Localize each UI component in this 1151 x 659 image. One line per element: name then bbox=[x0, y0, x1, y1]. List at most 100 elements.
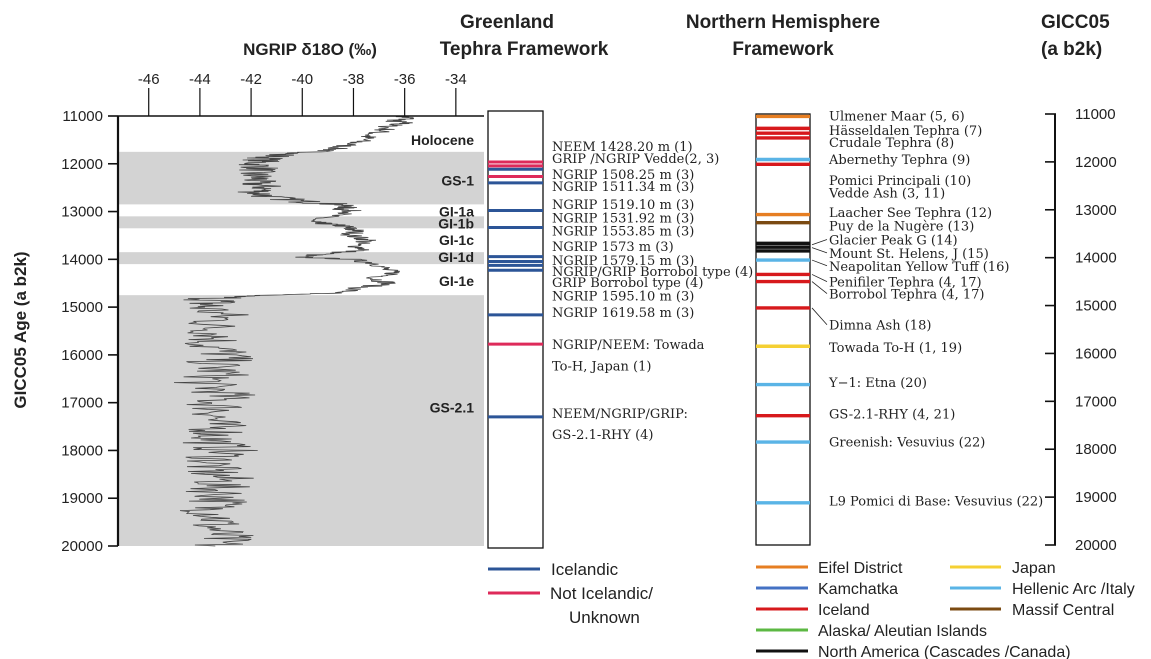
interval-label: GS-2.1 bbox=[430, 399, 475, 415]
eifel-legend-label: Eifel District bbox=[818, 560, 903, 577]
ngrip-axes: -46 -44 -42 -40 -38 -36 -34 11000 12000 13000 1400… bbox=[61, 71, 484, 555]
kamchatka-legend-label: Kamchatka bbox=[818, 581, 898, 598]
interval-label: GI-1d bbox=[438, 249, 474, 265]
y-tick-label: 14000 bbox=[61, 251, 103, 268]
gicc-header-line1: GICC05 bbox=[1041, 12, 1110, 33]
northern-tephra-label: Towada To-H (1, 19) bbox=[829, 341, 962, 356]
northern-tephra-label: L9 Pomici di Base: Vesuvius (22) bbox=[829, 494, 1043, 509]
greenland-tephra-label: NGRIP 1553.85 m (3) bbox=[552, 224, 694, 239]
interval-label: GI-1c bbox=[439, 232, 474, 248]
gicc-tick-label: 20000 bbox=[1075, 537, 1117, 554]
interval-label: GI-1b bbox=[438, 216, 474, 232]
greenland-legend: Icelandic Not Icelandic/Unknown bbox=[488, 560, 653, 627]
interval-band bbox=[118, 252, 484, 265]
label-pointer bbox=[811, 239, 828, 246]
y-axis-label: GICC05 Age (a b2k) bbox=[11, 251, 30, 408]
chart-title: NGRIP δ18O (‰) bbox=[243, 40, 377, 59]
label-pointer bbox=[811, 247, 828, 254]
x-tick-label: -34 bbox=[445, 71, 467, 88]
northern-framework: Northern Hemisphere Framework Ulmener Ma… bbox=[686, 12, 1135, 659]
ngrip-d18o-line bbox=[173, 115, 415, 547]
y-tick-label: 13000 bbox=[61, 204, 103, 221]
y-tick-label: 15000 bbox=[61, 299, 103, 316]
greenland-header-line2: Tephra Framework bbox=[440, 39, 609, 60]
x-tick-label: -38 bbox=[343, 71, 365, 88]
massif-legend-label: Massif Central bbox=[1012, 602, 1114, 619]
iceland-legend-label: Iceland bbox=[818, 602, 870, 619]
northern-tephra-label: Hässeldalen Tephra (7) bbox=[829, 124, 982, 139]
y-tick-label: 11000 bbox=[62, 108, 103, 125]
x-tick-label: -36 bbox=[394, 71, 416, 88]
greenland-tephra-label: NGRIP/GRIP Borrobol type (4) bbox=[552, 265, 753, 280]
gicc-tick-label: 17000 bbox=[1075, 393, 1117, 410]
northern-tephra-label: Penifiler Tephra (4, 17) bbox=[829, 276, 982, 291]
label-pointer bbox=[811, 281, 828, 294]
greenland-header-line1: Greenland bbox=[460, 12, 554, 33]
northern-header-line2: Framework bbox=[732, 39, 834, 60]
ngrip-panel: NGRIP δ18O (‰) HoloceneGS-1GI-1aGI-1bGI-… bbox=[11, 40, 484, 555]
greenland-tephra-label: GRIP Borrobol type (4) bbox=[552, 276, 703, 291]
x-tick-label: -40 bbox=[291, 71, 313, 88]
label-pointer bbox=[811, 259, 828, 267]
icelandic-legend-label: Icelandic bbox=[551, 560, 619, 579]
greenland-tephra-label: NEEM 1428.20 m (1) bbox=[552, 140, 693, 155]
y-tick-label: 12000 bbox=[61, 156, 103, 173]
interval-label: GI-1a bbox=[439, 204, 474, 220]
x-tick-label: -46 bbox=[138, 71, 160, 88]
greenland-tephra-label: NGRIP 1573 m (3) bbox=[552, 240, 674, 255]
y-tick-label: 16000 bbox=[61, 347, 103, 364]
northern-legend: Eifel District Kamchatka Iceland Alaska/ Al… bbox=[756, 560, 1135, 659]
northern-tephra-label: Borrobol Tephra (4, 17) bbox=[829, 288, 984, 303]
northern-layers bbox=[756, 114, 810, 505]
greenland-tephra-label: GRIP /NGRIP Vedde(2, 3) bbox=[552, 152, 719, 167]
gicc-tick-label: 13000 bbox=[1075, 202, 1117, 219]
japan-legend-label: Japan bbox=[1012, 560, 1056, 577]
alaska-legend-label: Alaska/ Aleutian Islands bbox=[818, 623, 987, 640]
y-tick-label: 19000 bbox=[61, 490, 103, 507]
greenland-tephra-label: NGRIP 1508.25 m (3) bbox=[552, 168, 694, 183]
northern-tephra-label: Mount St. Helens, J (15) bbox=[829, 247, 989, 262]
greenland-framework: Greenland Tephra Framework NEEM 1428.20 … bbox=[440, 12, 754, 627]
not_icelandic-legend-label: Unknown bbox=[569, 608, 640, 627]
gicc-tick-label: 14000 bbox=[1075, 250, 1117, 267]
interval-label: GI-1e bbox=[439, 273, 474, 289]
interval-band bbox=[118, 151, 484, 205]
x-tick-label: -44 bbox=[189, 71, 211, 88]
y-tick-label: 20000 bbox=[61, 538, 103, 555]
label-pointer bbox=[811, 274, 828, 282]
greenland-tephra-label: To-H, Japan (1) bbox=[552, 359, 651, 374]
label-pointer bbox=[811, 307, 828, 325]
northern-tephra-label: Neapolitan Yellow Tuff (16) bbox=[829, 260, 1009, 275]
northern-column bbox=[755, 113, 811, 546]
northern-tephra-label: Glacier Peak G (14) bbox=[829, 233, 958, 248]
hellenic-legend-label: Hellenic Arc /Italy bbox=[1012, 581, 1135, 598]
gicc-tick-label: 15000 bbox=[1075, 298, 1117, 315]
interval-band bbox=[118, 216, 484, 229]
gicc05-axis: GICC05 (a b2k) 11000 12000 13000 14000 15000… bbox=[1041, 12, 1117, 554]
interval-label: GS-1 bbox=[441, 173, 474, 189]
greenland-tephra-label: GS-2.1-RHY (4) bbox=[552, 428, 653, 443]
greenland-tephra-label: NEEM/NGRIP/GRIP: bbox=[552, 407, 688, 422]
northern-tephra-label: Ulmener Maar (5, 6) bbox=[829, 109, 965, 124]
northern-tephra-label: Puy de la Nugère (13) bbox=[829, 220, 974, 235]
greenland-tephra-label: NGRIP 1531.92 m (3) bbox=[552, 211, 694, 226]
interval-shading bbox=[118, 151, 484, 546]
interval-band bbox=[118, 295, 484, 546]
northern-tephra-label: Crudale Tephra (8) bbox=[829, 136, 954, 151]
gicc-header-line2: (a b2k) bbox=[1041, 39, 1102, 60]
greenland-tephra-label: NGRIP 1519.10 m (3) bbox=[552, 198, 694, 213]
gicc-tick-label: 11000 bbox=[1075, 106, 1116, 123]
northern-tephra-label: Pomici Principali (10) bbox=[829, 174, 971, 189]
gicc-tick-label: 12000 bbox=[1075, 154, 1117, 171]
gicc-tick-label: 18000 bbox=[1075, 441, 1117, 458]
interval-label: Holocene bbox=[411, 132, 474, 148]
greenland-tephra-label: NGRIP 1511.34 m (3) bbox=[552, 180, 694, 195]
northern-tephra-label: Abernethy Tephra (9) bbox=[828, 153, 970, 168]
greenland-tephra-label: NGRIP/NEEM: Towada bbox=[552, 338, 705, 353]
northern-header-line1: Northern Hemisphere bbox=[686, 12, 880, 33]
gicc-axis: 11000 12000 13000 14000 15000 16000 17000 18000… bbox=[1045, 106, 1117, 554]
northern-tephra-label: Greenish: Vesuvius (22) bbox=[829, 436, 985, 451]
greenland-labels: NEEM 1428.20 m (1)GRIP /NGRIP Vedde(2, 3… bbox=[552, 140, 753, 443]
